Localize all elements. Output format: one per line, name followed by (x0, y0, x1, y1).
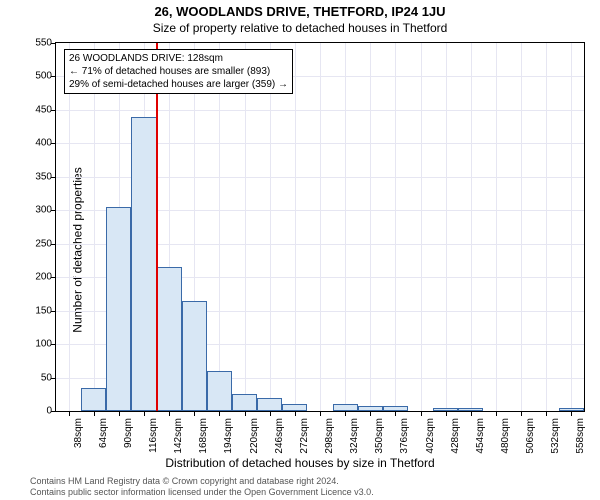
histogram-bar (282, 404, 307, 411)
xtick-label: 142sqm (173, 418, 184, 454)
ytick-label: 300 (12, 205, 52, 216)
histogram-bar (157, 267, 182, 411)
xtick-mark (370, 411, 371, 416)
xtick-mark (295, 411, 296, 416)
ytick-label: 400 (12, 138, 52, 149)
xtick-mark (395, 411, 396, 416)
xtick-mark (144, 411, 145, 416)
xtick-label: 194sqm (223, 418, 234, 454)
xtick-label: 38sqm (73, 418, 84, 448)
xtick-mark (219, 411, 220, 416)
annotation-box: 26 WOODLANDS DRIVE: 128sqm ← 71% of deta… (64, 49, 293, 94)
xtick-mark (194, 411, 195, 416)
histogram-bar (182, 301, 207, 411)
xtick-mark (546, 411, 547, 416)
annotation-line-1: 26 WOODLANDS DRIVE: 128sqm (69, 52, 288, 65)
xtick-mark (571, 411, 572, 416)
xtick-mark (320, 411, 321, 416)
gridline-v (571, 43, 572, 411)
gridline-v (446, 43, 447, 411)
xtick-label: 220sqm (249, 418, 260, 454)
xtick-label: 506sqm (525, 418, 536, 454)
histogram-bar (333, 404, 358, 411)
xtick-label: 324sqm (349, 418, 360, 454)
ytick-label: 150 (12, 305, 52, 316)
xtick-label: 298sqm (324, 418, 335, 454)
ytick-label: 550 (12, 38, 52, 49)
footer-line-1: Contains HM Land Registry data © Crown c… (30, 476, 600, 487)
xtick-mark (471, 411, 472, 416)
xtick-mark (245, 411, 246, 416)
gridline-v (496, 43, 497, 411)
gridline-v (219, 43, 220, 411)
gridline-v (471, 43, 472, 411)
xtick-label: 168sqm (198, 418, 209, 454)
histogram-bar (207, 371, 232, 411)
xtick-mark (345, 411, 346, 416)
xtick-mark (421, 411, 422, 416)
xtick-mark (521, 411, 522, 416)
annotation-line-3: 29% of semi-detached houses are larger (… (69, 78, 288, 91)
xtick-label: 480sqm (500, 418, 511, 454)
xtick-label: 558sqm (575, 418, 586, 454)
annotation-line-2: ← 71% of detached houses are smaller (89… (69, 65, 288, 78)
xtick-label: 454sqm (475, 418, 486, 454)
gridline-v (245, 43, 246, 411)
ytick-label: 250 (12, 238, 52, 249)
xtick-mark (169, 411, 170, 416)
xtick-mark (69, 411, 70, 416)
histogram-bar (131, 117, 156, 411)
ytick-label: 350 (12, 171, 52, 182)
histogram-bar (257, 398, 282, 411)
gridline-v (345, 43, 346, 411)
gridline-v (94, 43, 95, 411)
xtick-label: 272sqm (299, 418, 310, 454)
xtick-label: 532sqm (550, 418, 561, 454)
xtick-mark (496, 411, 497, 416)
xtick-label: 402sqm (425, 418, 436, 454)
xtick-mark (270, 411, 271, 416)
gridline-v (395, 43, 396, 411)
histogram-bar (106, 207, 131, 411)
footer: Contains HM Land Registry data © Crown c… (0, 476, 600, 498)
gridline-v (546, 43, 547, 411)
gridline-v (69, 43, 70, 411)
plot-area: 26 WOODLANDS DRIVE: 128sqm ← 71% of deta… (55, 42, 585, 412)
xtick-label: 116sqm (148, 418, 159, 453)
xtick-label: 90sqm (123, 418, 134, 448)
gridline-v (320, 43, 321, 411)
xtick-mark (119, 411, 120, 416)
gridline-v (295, 43, 296, 411)
xtick-label: 64sqm (98, 418, 109, 448)
footer-line-2: Contains public sector information licen… (30, 487, 600, 498)
xtick-label: 350sqm (374, 418, 385, 454)
gridline-v (421, 43, 422, 411)
ytick-label: 50 (12, 372, 52, 383)
gridline-v (270, 43, 271, 411)
ytick-label: 200 (12, 272, 52, 283)
xtick-label: 376sqm (399, 418, 410, 454)
xtick-mark (446, 411, 447, 416)
gridline-v (521, 43, 522, 411)
title-sub: Size of property relative to detached ho… (0, 21, 600, 35)
histogram-bar (232, 394, 257, 411)
xtick-mark (94, 411, 95, 416)
xtick-label: 428sqm (450, 418, 461, 454)
x-axis-label: Distribution of detached houses by size … (0, 456, 600, 470)
histogram-bar (81, 388, 106, 411)
chart-container: { "titles": { "main": "26, WOODLANDS DRI… (0, 0, 600, 500)
gridline-v (370, 43, 371, 411)
ytick-label: 0 (12, 406, 52, 417)
ytick-label: 100 (12, 339, 52, 350)
title-main: 26, WOODLANDS DRIVE, THETFORD, IP24 1JU (0, 4, 600, 19)
ytick-label: 450 (12, 104, 52, 115)
xtick-label: 246sqm (274, 418, 285, 454)
reference-line (156, 43, 158, 411)
ytick-label: 500 (12, 71, 52, 82)
